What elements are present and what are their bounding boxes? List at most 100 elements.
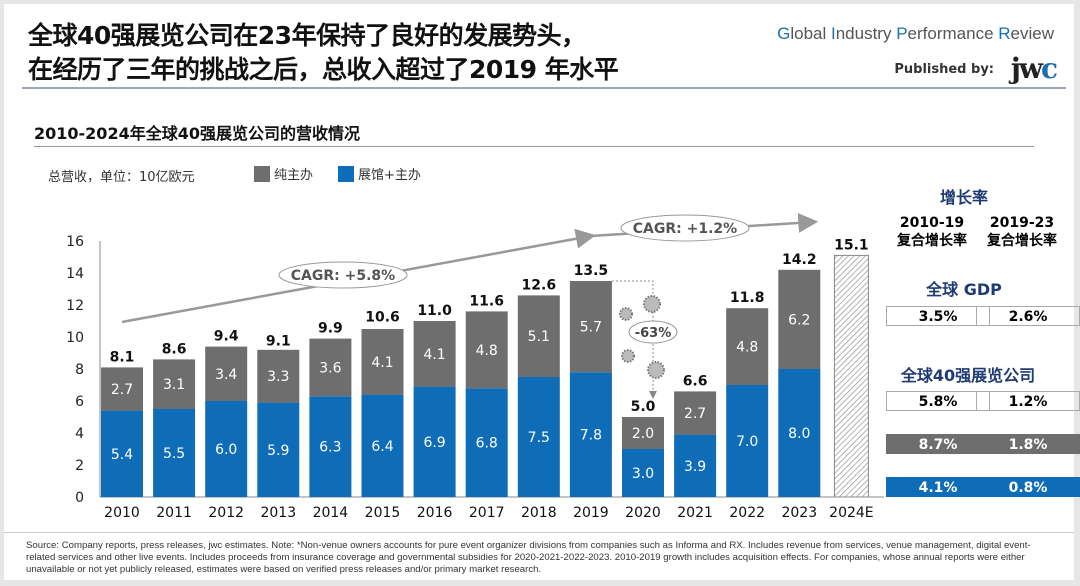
bar-venue	[465, 388, 508, 497]
bar-venue-label: 5.9	[267, 443, 289, 459]
legend-swatch	[338, 165, 354, 182]
col1-header: 2010-19 复合增长率	[897, 215, 967, 249]
top40-label: 全球40强展览公司	[900, 366, 1036, 385]
bar-venue-label: 6.8	[476, 436, 498, 452]
divider	[34, 146, 1034, 147]
legend-swatch	[254, 165, 270, 182]
bar-venue-label: 6.9	[423, 435, 445, 451]
bar-organizer	[101, 367, 143, 411]
virus-icon	[621, 349, 635, 363]
bar-organizer	[153, 359, 196, 409]
bar-organizer-label: 5.1	[528, 329, 550, 345]
top40-2010-19: 5.8%	[886, 391, 990, 411]
y-tick-label: 12	[66, 298, 84, 314]
y-tick-label: 6	[75, 394, 84, 410]
bar-organizer	[413, 321, 456, 387]
bar-organizer	[726, 308, 769, 385]
venue-2019-23: 0.8%	[976, 477, 1080, 497]
bar-organizer	[205, 346, 248, 401]
bar-total-label: 9.4	[214, 329, 239, 345]
bar-venue	[413, 386, 456, 497]
x-tick-label: 2011	[156, 505, 192, 521]
y-tick-label: 16	[66, 234, 84, 250]
bar-organizer-label: 4.8	[736, 340, 758, 356]
bar-organizer	[309, 338, 352, 397]
x-tick-label: 2013	[260, 505, 296, 521]
bar-organizer	[569, 281, 612, 373]
bar-venue	[778, 369, 821, 497]
bar-venue-label: 7.5	[528, 430, 550, 446]
bar-organizer-label: 6.2	[788, 312, 810, 328]
bar-organizer	[674, 391, 717, 435]
bar-venue	[257, 402, 300, 497]
bar-venue-label: 7.0	[736, 434, 758, 450]
slide: 全球40强展览公司在23年保持了良好的发展势头， 在经历了三年的挑战之后，总收入…	[4, 4, 1080, 580]
drop-ellipse	[628, 320, 678, 344]
bar-total-label: 8.1	[110, 349, 135, 365]
virus-icon	[619, 307, 633, 321]
col2-header: 2019-23 复合增长率	[987, 215, 1057, 249]
x-tick-label: 2012	[208, 505, 244, 521]
x-tick-label: 2020	[625, 505, 661, 521]
y-tick-label: 10	[66, 330, 84, 346]
x-tick-label: 2024E	[829, 505, 873, 521]
bar-organizer	[517, 295, 560, 377]
x-tick-label: 2010	[104, 505, 140, 521]
bar-venue	[517, 377, 560, 497]
bar-total-label: 6.6	[683, 373, 708, 389]
cagr-ellipse	[620, 214, 750, 242]
legend-organizer: 纯主办	[254, 164, 313, 183]
bar-venue-label: 3.0	[632, 466, 654, 482]
y-tick-label: 8	[75, 362, 84, 378]
bar-organizer	[257, 349, 300, 403]
divider	[22, 87, 1066, 89]
organizer-2019-23: 1.8%	[976, 434, 1080, 454]
cagr-ellipse	[278, 261, 408, 289]
bar-total-label: 11.0	[417, 303, 452, 319]
bar-venue	[101, 410, 143, 497]
page-title-line2: 在经历了三年的挑战之后，总收入超过了2019 年水平	[28, 55, 619, 84]
x-tick-label: 2017	[469, 505, 505, 521]
bar-venue	[674, 434, 717, 497]
bar-chart: 0 2 4 6 8 10 12 14 16 5.4 2.7 8.1 2010 5.5 3.1 8.6 2011 6…	[66, 212, 884, 521]
y-tick-label: 4	[75, 426, 84, 442]
bar-organizer-label: 4.1	[423, 347, 445, 363]
bar-organizer-label: 4.1	[371, 355, 393, 371]
bar-total-label: 12.6	[522, 277, 557, 293]
bar-venue	[569, 372, 612, 497]
bar-estimate	[833, 254, 869, 498]
bar-organizer-label: 5.7	[580, 320, 602, 336]
bar-venue-label: 3.9	[684, 459, 706, 475]
growth-title: 增长率	[939, 188, 988, 207]
bar-organizer	[622, 417, 664, 449]
bar-organizer-label: 2.7	[111, 382, 133, 398]
bar-venue	[726, 385, 769, 497]
bar-venue	[622, 449, 664, 497]
y-tick-label: 2	[75, 458, 84, 474]
bar-organizer-label: 2.7	[684, 406, 706, 422]
bar-venue-label: 5.5	[163, 446, 185, 462]
bar-total-label: 11.6	[469, 293, 504, 309]
chart-title: 2010-2024年全球40强展览公司的营收情况	[34, 124, 360, 143]
virus-icon	[647, 361, 665, 379]
y-tick-label: 14	[66, 266, 84, 282]
bar-total-label: 9.1	[266, 333, 291, 349]
x-tick-label: 2014	[313, 505, 349, 521]
gdp-label: 全球 GDP	[926, 280, 1002, 299]
bar-venue	[153, 409, 196, 497]
bar-organizer	[778, 269, 821, 369]
unit-label: 总营收，单位：10亿欧元	[48, 170, 195, 185]
gdp-2010-19: 3.5%	[886, 306, 990, 326]
bar-venue	[361, 394, 404, 497]
bar-total-label: 13.5	[574, 263, 609, 279]
bar-venue-label: 6.3	[319, 440, 341, 456]
x-tick-label: 2023	[781, 505, 817, 521]
bar-venue-label: 5.4	[111, 447, 133, 463]
cagr-label: CAGR: +5.8%	[291, 268, 395, 284]
bar-total-label: 5.0	[631, 399, 656, 415]
bar-organizer-label: 2.0	[632, 426, 654, 442]
bar-organizer-label: 3.6	[319, 360, 341, 376]
review-title: Global Industry Performance Review	[777, 24, 1054, 43]
bar-organizer	[361, 329, 404, 395]
gdp-2019-23: 2.6%	[976, 306, 1080, 326]
